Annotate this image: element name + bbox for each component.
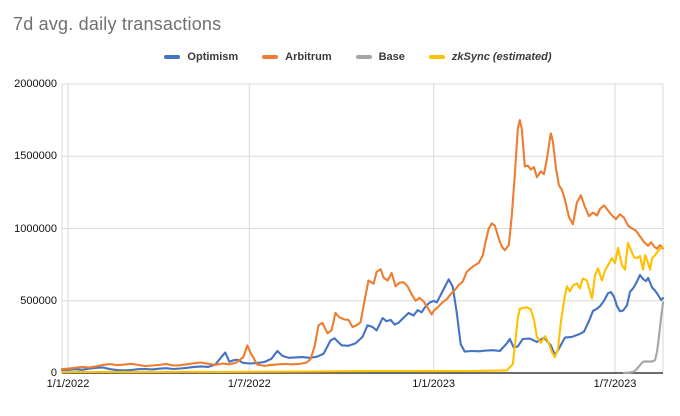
- y-axis-tick-1000000: 1000000: [14, 222, 57, 235]
- series-line-zksync-estimated: [60, 241, 665, 374]
- legend-item-zksync: zkSync (estimated): [428, 51, 552, 63]
- y-axis-tick-500000: 500000: [20, 294, 57, 307]
- chart-title: 7d avg. daily transactions: [13, 14, 222, 34]
- legend-item-arbitrum: Arbitrum: [262, 51, 332, 63]
- legend-marker-arbitrum: [262, 55, 279, 59]
- legend: Optimism Arbitrum Base zkSync (estimated): [0, 51, 680, 63]
- legend-label-zksync: zkSync (estimated): [451, 51, 552, 63]
- legend-label-arbitrum: Arbitrum: [285, 51, 332, 63]
- y-axis-tick-0: 0: [50, 367, 57, 379]
- y-axis-tick-2000000: 2000000: [14, 78, 57, 90]
- legend-marker-optimism: [164, 55, 181, 59]
- x-axis-tick-1-7-2023: 1/7/2023: [593, 378, 637, 390]
- legend-label-optimism: Optimism: [187, 51, 239, 63]
- series-line-base: [622, 301, 665, 374]
- x-axis-tick-1-7-2022: 1/7/2022: [227, 378, 271, 390]
- x-axis-tick-1-1-2023: 1/1/2023: [412, 378, 456, 390]
- legend-label-base: Base: [378, 51, 405, 63]
- legend-item-base: Base: [355, 51, 405, 63]
- y-axis-tick-1500000: 1500000: [14, 150, 57, 163]
- series-line-optimism: [60, 273, 665, 372]
- legend-marker-zksync: [428, 55, 445, 59]
- legend-item-optimism: Optimism: [164, 51, 238, 63]
- legend-marker-base: [355, 55, 372, 59]
- series-line-arbitrum: [60, 119, 665, 371]
- x-axis-tick-1-1-2022: 1/1/2022: [46, 378, 90, 390]
